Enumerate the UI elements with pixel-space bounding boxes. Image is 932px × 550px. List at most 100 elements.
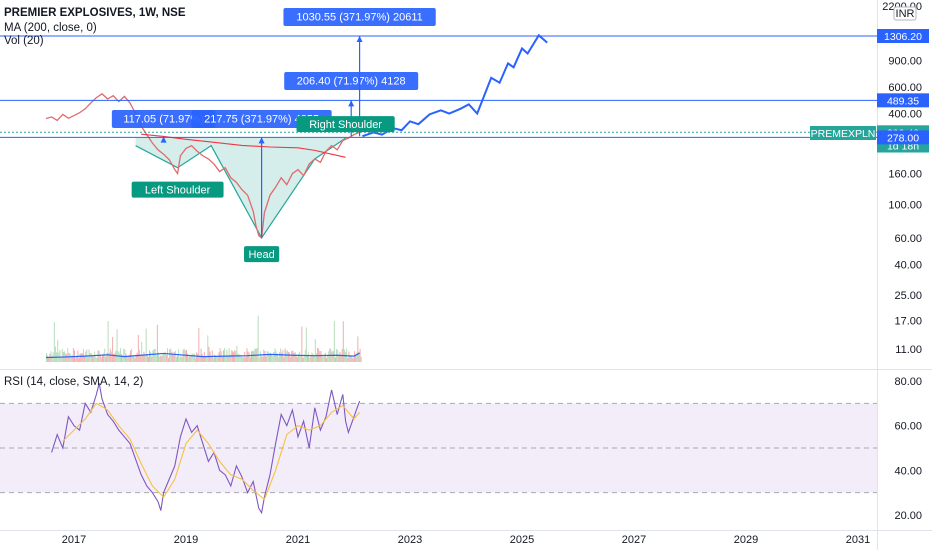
volume-bar xyxy=(305,327,307,362)
currency-badge[interactable] xyxy=(893,6,917,21)
pattern-label-box[interactable] xyxy=(296,116,395,133)
volume-bar xyxy=(172,354,174,362)
volume-bar xyxy=(201,353,203,362)
volume-bar xyxy=(197,353,199,362)
volume-bar xyxy=(245,357,247,362)
time-tick-label: 2019 xyxy=(174,534,198,546)
volume-bar xyxy=(334,357,336,362)
currency-label: INR xyxy=(896,8,915,20)
volume-bar xyxy=(60,357,62,362)
volume-bar xyxy=(150,351,152,362)
measure-label-box[interactable] xyxy=(284,72,419,90)
volume-bar xyxy=(191,353,193,362)
symbol-tag-text: PREMEXPLN xyxy=(811,128,876,140)
rsi-tick-label: 60.00 xyxy=(894,421,922,433)
volume-bar xyxy=(308,352,310,362)
volume-bar xyxy=(133,356,135,362)
volume-bar xyxy=(199,355,201,362)
measurement-annotations[interactable]: 117.05 (71.97%) 217.75 (371.97%) 4355 206.… xyxy=(111,8,436,238)
volume-bar xyxy=(194,357,196,362)
volume-bar xyxy=(319,351,321,362)
volume-bar xyxy=(277,357,279,362)
volume-bar xyxy=(144,355,146,362)
volume-bar xyxy=(75,357,77,362)
volume-bar xyxy=(173,351,175,362)
pattern-label-box[interactable] xyxy=(244,246,280,263)
measure-arrowhead xyxy=(258,137,265,144)
volume-bar xyxy=(244,351,246,362)
volume-bar xyxy=(116,329,118,362)
volume-bar xyxy=(249,357,251,362)
volume-bar xyxy=(285,351,287,362)
measure-label: 1030.55 (371.97%) 20611 xyxy=(296,12,422,24)
volume-bar xyxy=(283,357,285,362)
chart-title: PREMIER EXPLOSIVES, 1W, NSE xyxy=(4,7,186,19)
volume-bar xyxy=(332,350,334,362)
volume-bar xyxy=(250,351,252,362)
volume-bar xyxy=(306,354,308,362)
volume-bar xyxy=(160,355,162,362)
price-pill[interactable] xyxy=(877,130,929,145)
volume-bar xyxy=(125,353,127,362)
pattern-label: Head xyxy=(248,249,274,261)
volume-bar xyxy=(90,353,92,362)
price-pill[interactable] xyxy=(877,93,929,108)
volume-bar xyxy=(227,355,229,362)
volume-bar xyxy=(258,357,260,362)
volume-bar xyxy=(100,357,102,362)
volume-bar xyxy=(302,357,304,362)
volume-legend[interactable]: Vol (20) xyxy=(4,35,44,47)
volume-bar xyxy=(327,355,329,362)
price-pill-text: 1306.20 xyxy=(884,31,922,43)
projection-path xyxy=(362,33,548,138)
volume-bar xyxy=(339,351,341,362)
rsi-legend[interactable]: RSI (14, close, SMA, 14, 2) xyxy=(4,376,144,388)
ma-legend[interactable]: MA (200, close, 0) xyxy=(4,22,97,34)
measure-label-box[interactable] xyxy=(283,8,436,26)
volume-bar xyxy=(95,356,97,362)
volume-bar xyxy=(266,351,268,362)
volume-bar xyxy=(103,353,105,362)
volume-bar xyxy=(147,356,149,362)
volume-bar xyxy=(215,355,217,362)
volume-bar xyxy=(161,355,163,362)
volume-bar xyxy=(98,350,100,362)
volume-bar xyxy=(170,348,172,362)
volume-bar xyxy=(281,352,283,362)
measure-label-box[interactable] xyxy=(111,110,216,128)
volume-bar xyxy=(206,357,208,362)
volume-bar xyxy=(242,357,243,362)
volume-bar xyxy=(314,339,316,362)
pattern-labels[interactable]: Left Shoulder Head Right Shoulder xyxy=(131,116,395,263)
volume-bar xyxy=(155,355,157,362)
volume-bar xyxy=(268,353,270,362)
volume-bar xyxy=(210,357,212,362)
measure-label: 117.05 (71.97%) xyxy=(123,114,204,126)
price-tick-label: 40.00 xyxy=(894,259,922,271)
price-line xyxy=(45,93,360,240)
pattern-label-box[interactable] xyxy=(131,181,224,198)
symbol-tag[interactable] xyxy=(810,126,876,140)
rsi-tick-label: 80.00 xyxy=(894,376,922,388)
axes: 2200.001300.00900.00600.00400.00250.0016… xyxy=(62,1,929,546)
pattern-label: Right Shoulder xyxy=(309,119,382,131)
volume-bar xyxy=(66,353,68,362)
volume-bar xyxy=(106,352,108,362)
volume-bar xyxy=(350,355,352,362)
volume-bar xyxy=(97,350,99,362)
volume-bar xyxy=(216,356,218,362)
volume-bar xyxy=(233,352,235,362)
horizontal-levels[interactable] xyxy=(0,35,877,138)
price-pill[interactable] xyxy=(877,29,929,43)
volume-bar xyxy=(182,349,184,362)
volume-bar xyxy=(224,348,226,362)
volume-bar xyxy=(221,356,223,362)
volume-bar xyxy=(57,340,59,362)
volume-bar xyxy=(48,357,50,362)
volume-bar xyxy=(257,315,259,362)
volume-bar xyxy=(114,352,116,362)
volume-bar xyxy=(123,348,125,362)
volume-bar xyxy=(149,350,151,362)
volume-bar xyxy=(292,350,294,362)
